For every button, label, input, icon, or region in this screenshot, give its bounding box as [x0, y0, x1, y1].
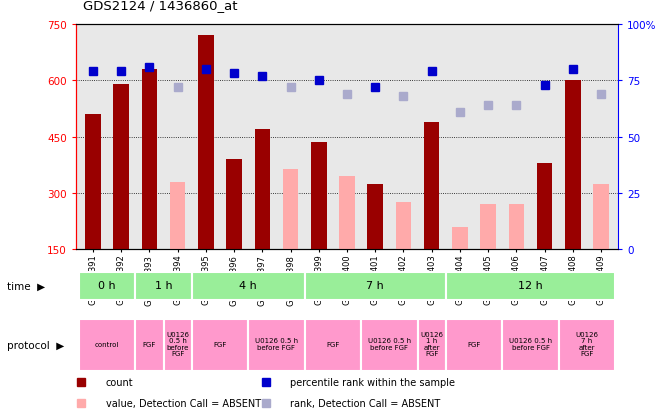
Bar: [361, 319, 418, 370]
Text: control: control: [95, 341, 119, 347]
Text: U0126 0.5 h
before FGF: U0126 0.5 h before FGF: [255, 337, 298, 350]
Bar: [311, 143, 327, 250]
Bar: [339, 177, 355, 250]
Bar: [418, 319, 446, 370]
Bar: [446, 319, 502, 370]
Bar: [424, 122, 440, 250]
Bar: [79, 319, 136, 370]
Text: value, Detection Call = ABSENT: value, Detection Call = ABSENT: [106, 398, 261, 408]
Text: 0 h: 0 h: [98, 280, 116, 290]
Text: percentile rank within the sample: percentile rank within the sample: [290, 377, 455, 387]
Bar: [368, 184, 383, 250]
Bar: [141, 70, 157, 250]
Text: U0126
0.5 h
before
FGF: U0126 0.5 h before FGF: [166, 331, 189, 356]
Bar: [163, 319, 192, 370]
Bar: [305, 319, 361, 370]
Text: protocol  ▶: protocol ▶: [7, 340, 64, 350]
Text: U0126
1 h
after
FGF: U0126 1 h after FGF: [420, 331, 444, 356]
Bar: [170, 183, 185, 250]
Text: U0126 0.5 h
before FGF: U0126 0.5 h before FGF: [368, 337, 411, 350]
Text: FGF: FGF: [214, 341, 227, 347]
Text: time  ▶: time ▶: [7, 281, 45, 291]
Bar: [396, 203, 411, 250]
Bar: [502, 319, 559, 370]
Bar: [85, 115, 100, 250]
Bar: [305, 272, 446, 300]
Bar: [559, 319, 615, 370]
Text: 1 h: 1 h: [155, 280, 173, 290]
Text: 4 h: 4 h: [239, 280, 257, 290]
Bar: [192, 272, 305, 300]
Text: FGF: FGF: [467, 341, 481, 347]
Text: U0126
7 h
after
FGF: U0126 7 h after FGF: [576, 331, 598, 356]
Bar: [114, 85, 129, 250]
Bar: [537, 164, 553, 250]
Text: FGF: FGF: [327, 341, 340, 347]
Text: 7 h: 7 h: [366, 280, 384, 290]
Bar: [565, 81, 580, 250]
Bar: [446, 272, 615, 300]
Text: U0126 0.5 h
before FGF: U0126 0.5 h before FGF: [509, 337, 552, 350]
Bar: [136, 319, 163, 370]
Bar: [79, 272, 136, 300]
Text: count: count: [106, 377, 134, 387]
Text: GDS2124 / 1436860_at: GDS2124 / 1436860_at: [83, 0, 237, 12]
Bar: [136, 272, 192, 300]
Text: FGF: FGF: [143, 341, 156, 347]
Bar: [192, 319, 249, 370]
Bar: [594, 184, 609, 250]
Bar: [226, 160, 242, 250]
Text: rank, Detection Call = ABSENT: rank, Detection Call = ABSENT: [290, 398, 440, 408]
Bar: [254, 130, 270, 250]
Bar: [452, 227, 468, 250]
Bar: [283, 169, 298, 250]
Bar: [249, 319, 305, 370]
Bar: [198, 36, 214, 250]
Bar: [481, 205, 496, 250]
Text: 12 h: 12 h: [518, 280, 543, 290]
Bar: [509, 205, 524, 250]
